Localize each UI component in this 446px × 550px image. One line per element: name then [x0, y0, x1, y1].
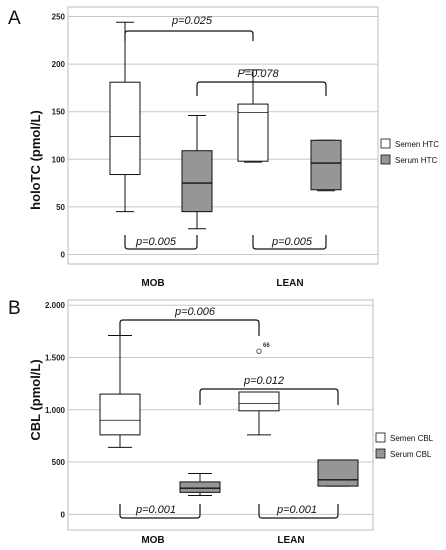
- panel-a-annotation-0: p=0.025: [171, 15, 213, 27]
- iqr-box: [181, 150, 213, 213]
- y-tick-label: 500: [52, 458, 66, 467]
- panel-b-boxes: 66: [99, 335, 359, 496]
- panel-b-legend: Semen CBL Serum CBL: [375, 432, 434, 459]
- panel-b-y-tick-labels: 0 500 1.000 1.500 2.000: [45, 301, 66, 519]
- panel-b-annotation-0: p=0.006: [174, 306, 216, 318]
- iqr-box: [237, 103, 269, 162]
- panel-b-category-mob: MOB: [141, 535, 164, 546]
- iqr-box: [179, 481, 221, 493]
- y-tick-label: 100: [52, 155, 66, 164]
- iqr-box: [310, 139, 342, 191]
- panel-a: A 0 50 100 150 200 250 holoTC (pmol/L) MOB LE…: [8, 6, 439, 289]
- panel-b-category-lean: LEAN: [277, 535, 304, 546]
- iqr-box: [109, 81, 141, 176]
- panel-a-frame: [67, 6, 379, 265]
- panel-a-y-tick-labels: 0 50 100 150 200 250: [52, 13, 66, 260]
- panel-a-annotation-2: p=0.005: [135, 236, 177, 248]
- y-tick-label: 0: [61, 510, 66, 519]
- panel-b-legend-swatch-1: [375, 448, 386, 459]
- y-tick-label: 1.500: [45, 354, 66, 363]
- panel-b-annotation-3: p=0.001: [276, 504, 317, 516]
- panel-a-category-mob: MOB: [141, 278, 164, 289]
- panel-a-boxes: [109, 21, 342, 230]
- panel-a-category-lean: LEAN: [276, 278, 303, 289]
- panel-a-label: A: [8, 8, 21, 29]
- panel-a-y-axis-label: holoTC (pmol/L): [28, 110, 43, 210]
- panel-a-bracket-2: [124, 235, 198, 250]
- panel-b-brackets: [119, 319, 339, 519]
- panel-b-bracket-1: [199, 388, 339, 405]
- panel-b-frame: [67, 299, 374, 531]
- iqr-box: [238, 391, 280, 412]
- panel-b: B 0 500 1.000 1.500 2.000 CBL (pmol/L) MOB L…: [8, 298, 434, 546]
- panel-b-bracket-3: [258, 504, 339, 519]
- y-tick-label: 0: [61, 250, 66, 259]
- panel-a-legend-swatch-1: [380, 154, 391, 165]
- box-semen-cbl-mob: [99, 335, 141, 448]
- panel-b-legend-swatch-0: [375, 432, 386, 443]
- box-serum-cbl-mob: [179, 473, 221, 496]
- panel-a-annotation-1: P=0.078: [237, 68, 279, 80]
- panel-b-bracket-2: [119, 504, 201, 519]
- box-semen-htc-lean: [237, 69, 269, 163]
- panel-b-label: B: [8, 298, 21, 319]
- outlier-label: 66: [263, 343, 270, 349]
- iqr-box: [99, 393, 141, 436]
- panel-a-legend: Semen HTC Serum HTC: [380, 138, 439, 165]
- y-tick-label: 1.000: [45, 406, 66, 415]
- box-serum-htc-mob: [181, 115, 213, 230]
- panel-a-brackets: [124, 30, 327, 250]
- box-serum-htc-lean: [310, 139, 342, 192]
- y-tick-label: 2.000: [45, 301, 66, 310]
- box-semen-cbl-lean: 66: [238, 343, 280, 436]
- panel-a-bracket-0: [124, 30, 254, 41]
- panel-a-bracket-1: [196, 81, 327, 96]
- outlier-point: [256, 348, 262, 354]
- y-tick-label: 50: [56, 203, 65, 212]
- panel-b-y-axis-label: CBL (pmol/L): [28, 359, 43, 440]
- panel-b-legend-label-1: Serum CBL: [390, 450, 432, 459]
- panel-a-bracket-3: [252, 235, 327, 250]
- panel-a-legend-swatch-0: [380, 138, 391, 149]
- box-serum-cbl-lean: [317, 459, 359, 487]
- panel-a-annotation-3: p=0.005: [271, 236, 313, 248]
- y-tick-label: 150: [52, 108, 66, 117]
- y-tick-label: 200: [52, 60, 66, 69]
- panel-b-bracket-0: [119, 319, 260, 336]
- panel-b-legend-label-0: Semen CBL: [390, 434, 434, 443]
- iqr-box: [317, 459, 359, 487]
- panel-b-annotation-2: p=0.001: [135, 504, 176, 516]
- y-tick-label: 250: [52, 13, 66, 22]
- panel-a-legend-label-0: Semen HTC: [395, 140, 439, 149]
- box-semen-htc-mob: [109, 21, 141, 213]
- panel-a-legend-label-1: Serum HTC: [395, 156, 437, 165]
- panel-b-annotation-1: p=0.012: [243, 375, 284, 387]
